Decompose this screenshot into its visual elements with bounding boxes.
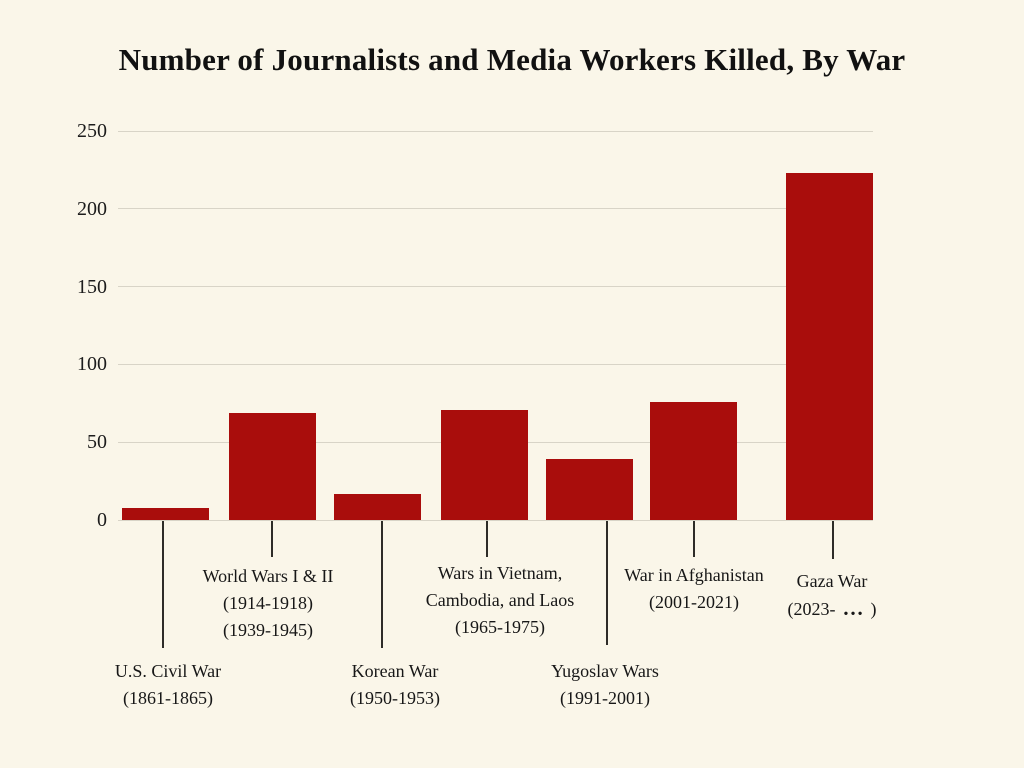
bar-vietnam-cambodia-laos-wars bbox=[440, 409, 528, 520]
leader-line-vietnam-cambodia-laos-wars bbox=[486, 521, 488, 557]
gridline-y-100 bbox=[118, 363, 873, 365]
bar-yugoslav-wars bbox=[546, 459, 633, 520]
bar-world-wars-i-ii bbox=[229, 412, 316, 520]
gridline-y-250 bbox=[118, 130, 873, 132]
category-label-us-civil-war: U.S. Civil War (1861-1865) bbox=[115, 658, 221, 712]
gridline-y-150 bbox=[118, 286, 873, 288]
y-axis-tick-label: 50 bbox=[87, 431, 107, 454]
category-label-line: Wars in Vietnam, bbox=[437, 563, 563, 583]
chart-title: Number of Journalists and Media Workers … bbox=[118, 42, 906, 77]
leader-line-world-wars-i-ii bbox=[271, 521, 273, 557]
bar-war-in-afghanistan bbox=[650, 401, 737, 520]
ellipsis-ongoing-icon: … bbox=[842, 596, 865, 620]
y-axis-tick-label: 150 bbox=[77, 275, 107, 298]
y-axis-tick-label: 200 bbox=[77, 197, 107, 220]
bar-us-civil-war bbox=[122, 507, 209, 520]
leader-line-war-in-afghanistan bbox=[693, 521, 695, 557]
leader-line-gaza-war bbox=[832, 521, 834, 559]
category-label-line: Cambodia, and Laos bbox=[425, 590, 575, 610]
gridline-y-200 bbox=[118, 208, 873, 210]
category-label-line: (2001-2021) bbox=[649, 592, 739, 612]
category-label-line: U.S. Civil War bbox=[114, 661, 222, 681]
leader-line-korean-war bbox=[381, 521, 383, 648]
category-label-line: Yugoslav Wars bbox=[551, 661, 659, 681]
bar-gaza-war bbox=[786, 173, 873, 520]
y-axis-tick-label: 0 bbox=[97, 509, 107, 531]
y-axis-tick-label: 250 bbox=[77, 120, 107, 142]
category-label-line: (1861-1865) bbox=[123, 688, 213, 708]
category-label-gaza-war: Gaza War (2023-…) bbox=[788, 568, 877, 623]
x-axis-line bbox=[118, 519, 873, 521]
category-label-line: (2023-…) bbox=[787, 596, 877, 620]
y-axis-tick-label: 100 bbox=[77, 353, 107, 376]
category-label-line: (1939-1945) bbox=[223, 620, 313, 640]
category-label-vietnam-cambodia-laos-wars: Wars in Vietnam, Cambodia, and Laos (1965-… bbox=[426, 560, 574, 641]
category-label-line: (1965-1975) bbox=[455, 617, 545, 637]
category-label-korean-war: Korean War (1950-1953) bbox=[350, 658, 440, 712]
category-label-line: (1914-1918) bbox=[223, 593, 313, 613]
bar-korean-war bbox=[333, 493, 421, 520]
category-label-line: (1950-1953) bbox=[350, 688, 440, 708]
category-label-line: Korean War bbox=[351, 661, 439, 681]
category-label-war-in-afghanistan: War in Afghanistan (2001-2021) bbox=[624, 562, 764, 616]
category-label-line: Gaza War bbox=[796, 571, 868, 591]
leader-line-us-civil-war bbox=[162, 521, 164, 648]
category-label-world-wars-i-ii: World Wars I & II (1914-1918) (1939-1945) bbox=[203, 563, 334, 644]
category-label-line: War in Afghanistan bbox=[624, 565, 764, 585]
category-label-yugoslav-wars: Yugoslav Wars (1991-2001) bbox=[551, 658, 659, 712]
leader-line-yugoslav-wars bbox=[606, 521, 608, 645]
category-label-line: World Wars I & II bbox=[202, 566, 334, 586]
category-label-line: (1991-2001) bbox=[560, 688, 650, 708]
